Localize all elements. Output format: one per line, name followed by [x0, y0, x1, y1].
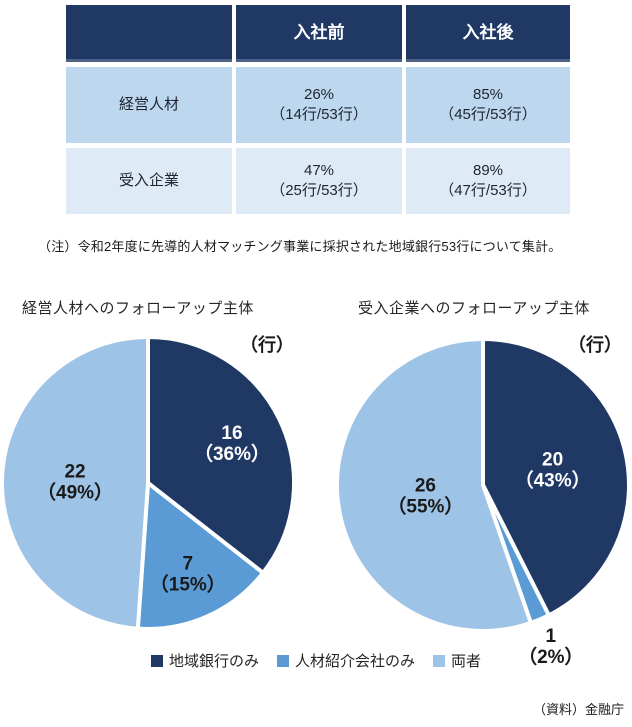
- pie-slice-2: [335, 337, 533, 633]
- legend-swatch-lightblue: [433, 654, 445, 667]
- unit-label-management: （行）: [240, 335, 294, 355]
- legend-label: 両者: [451, 653, 482, 670]
- legend-swatch-blue: [276, 654, 289, 667]
- legend-item-regional-bank: 地域銀行のみ: [150, 650, 259, 671]
- pie-slice-label-1: 7 （15%）: [150, 553, 226, 595]
- row-label-text: 経営人材: [118, 95, 179, 113]
- pie-slice-label-2: 22 （49%）: [37, 461, 113, 503]
- pie-chart-company-followup: 20 （43%） 1 （2%） 26 （55%）: [335, 337, 631, 668]
- pie-chart-management-followup: 16 （36%） 7 （15%） 22 （49%）: [0, 335, 296, 631]
- table-header-empty: [66, 5, 232, 62]
- table-cell: 85% （45行/53行）: [406, 67, 570, 143]
- pie-slice-2: [0, 335, 150, 631]
- table-footnote: （注）令和2年度に先導的人材マッチング事業に採択された地域銀行53行について集計…: [38, 239, 562, 254]
- legend-item-both: 両者: [433, 650, 481, 671]
- cell-detail: （14行/53行）: [270, 106, 368, 123]
- table-header-before: 入社前: [236, 5, 402, 62]
- table-cell: 26% （14行/53行）: [236, 67, 402, 143]
- cell-percentage: 26%: [303, 85, 335, 103]
- pie-slice-label-2: 26 （55%）: [387, 476, 463, 518]
- cell-percentage: 89%: [472, 161, 504, 179]
- row-label-text: 受入企業: [118, 171, 179, 189]
- legend-item-recruiting-firm: 人材紹介会社のみ: [276, 650, 415, 671]
- chart-legend: 地域銀行のみ 人材紹介会社のみ 両者: [0, 650, 632, 671]
- table-cell: 47% （25行/53行）: [236, 148, 402, 214]
- pie-title-management: 経営人材へのフォローアップ主体: [22, 300, 254, 317]
- cell-percentage: 85%: [472, 85, 504, 103]
- table-row-label: 受入企業: [66, 148, 232, 214]
- cell-detail: （25行/53行）: [270, 182, 368, 199]
- cell-detail: （45行/53行）: [439, 106, 537, 123]
- source-attribution: （資料）金融庁: [532, 702, 624, 717]
- table-cell: 89% （47行/53行）: [406, 148, 570, 214]
- cell-detail: （47行/53行）: [439, 182, 537, 199]
- pie-slice-label-0: 20 （43%）: [515, 449, 591, 491]
- pie-slice-1: [135, 481, 266, 631]
- summary-table: 入社前 入社後 経営人材 26% （14行/53行） 85% （45行/53行）…: [66, 5, 570, 214]
- table-row-label: 経営人材: [66, 67, 232, 143]
- legend-swatch-navy: [150, 654, 163, 667]
- table-header-after: 入社後: [406, 5, 570, 62]
- pie-slice-label-0: 16 （36%）: [194, 423, 270, 465]
- unit-label-company: （行）: [568, 335, 622, 355]
- legend-label: 地域銀行のみ: [168, 653, 259, 670]
- legend-label: 人材紹介会社のみ: [294, 653, 415, 670]
- pie-slice-label-1: 1 （2%）: [518, 626, 583, 668]
- pie-slice-0: [146, 335, 296, 575]
- cell-percentage: 47%: [303, 161, 335, 179]
- pie-slice-0: [481, 337, 631, 618]
- pie-title-company: 受入企業へのフォローアップ主体: [358, 300, 590, 317]
